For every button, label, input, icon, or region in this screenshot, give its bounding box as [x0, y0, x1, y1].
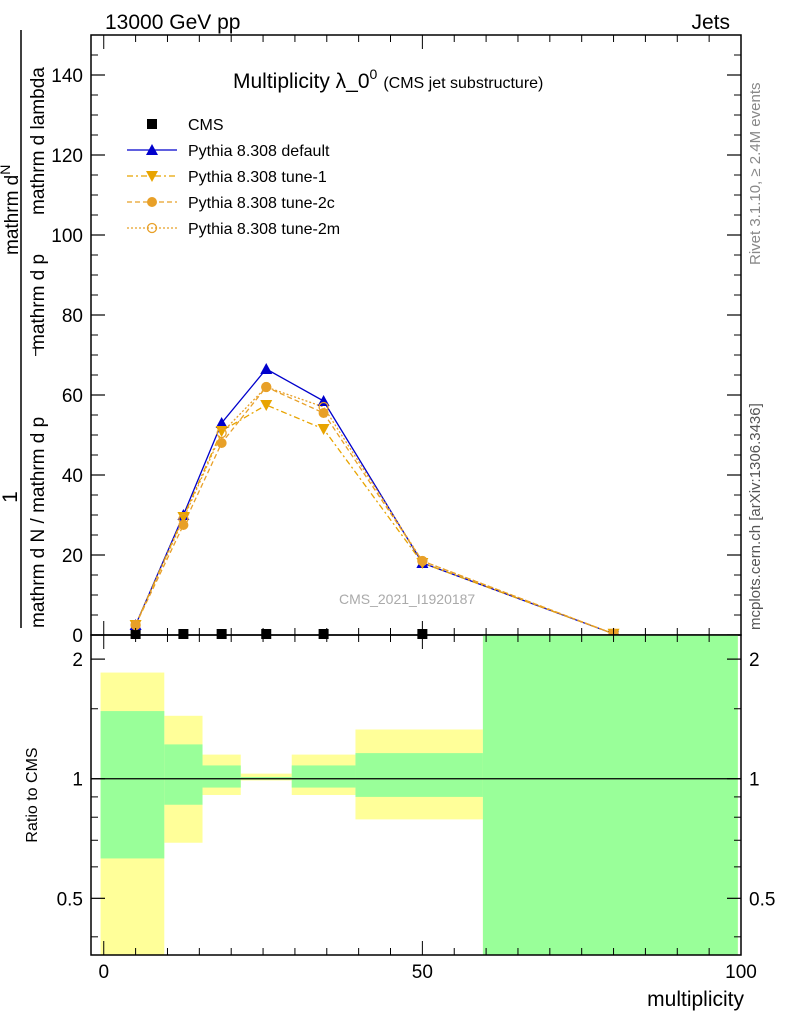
legend-label: Pythia 8.308 tune-2m — [188, 221, 340, 238]
series-point-0 — [261, 629, 272, 639]
ratio-band-stat — [482, 635, 738, 955]
ratio-band-stat — [355, 753, 483, 797]
legend-label: Pythia 8.308 tune-2c — [188, 195, 335, 212]
legend-marker — [146, 222, 158, 234]
ratio-plot-frame — [90, 634, 742, 956]
legend-marker — [146, 144, 158, 155]
ratio-ylabel: Ratio to CMS — [24, 747, 41, 842]
main-ytick-label: 20 — [62, 546, 83, 567]
series-point-3 — [417, 556, 428, 566]
ratio-xlabel: multiplicity — [647, 988, 744, 1011]
series-point-2 — [215, 426, 228, 437]
main-ytick-label: 120 — [51, 146, 83, 167]
main-ytick-label: 80 — [62, 306, 83, 327]
series-point-4 — [216, 427, 227, 439]
header-right-label: Jets — [691, 11, 730, 34]
ratio-ytick-label: 0.5 — [57, 889, 83, 910]
series-point-0 — [178, 629, 189, 639]
ratio-ytick-label-right: 1 — [749, 770, 760, 791]
main-ytick-label: 40 — [62, 466, 83, 487]
ylabel-num-b: mathrm d p — [28, 254, 49, 350]
legend-marker — [147, 119, 157, 129]
main-subtitle: (CMS jet substructure) — [383, 75, 543, 92]
ratio-band-stat — [164, 744, 203, 805]
main-ylabel: 1 mathrm dN mathrm d N / mathrm d p math… — [0, 30, 49, 628]
ratio-ytick-label-right: 0.5 — [749, 889, 775, 910]
series-point-0 — [216, 629, 227, 639]
series-point-2 — [317, 424, 330, 435]
ratio-band-stat — [202, 765, 241, 788]
legend: CMS Pythia 8.308 default Pythia 8.308 tune… — [127, 117, 340, 238]
series-point-3 — [261, 382, 272, 392]
watermark-label: CMS_2021_I1920187 — [339, 591, 475, 607]
ratio-band-stat — [100, 711, 165, 859]
ylabel-num-a: mathrm dN — [0, 165, 23, 255]
ratio-ytick-label-right: 2 — [749, 650, 760, 671]
series-point-2 — [177, 512, 190, 523]
series-point-1 — [260, 363, 273, 374]
series-point-4 — [178, 513, 189, 525]
ylabel-num-c: mathrm d lambda — [28, 67, 49, 215]
series-point-0 — [318, 629, 329, 639]
ylabel-sub-t: T — [32, 345, 40, 359]
legend-label: CMS — [188, 117, 224, 134]
series-point-2 — [260, 400, 273, 411]
ratio-plot-panel: 0.5 0.5 1 1 2 2 0 50 100 — [57, 634, 775, 983]
main-ytick-label: 140 — [51, 66, 83, 87]
series-point-3 — [216, 438, 227, 448]
ratio-xtick-label: 100 — [725, 962, 757, 983]
mcplots-label: mcplots.cern.ch [arXiv:1306.3436] — [747, 403, 764, 630]
main-ytick-label: 0 — [72, 626, 83, 647]
legend-label: Pythia 8.308 tune-1 — [188, 169, 327, 186]
ylabel-prefix: 1 — [0, 491, 22, 503]
main-ytick-label: 100 — [51, 226, 83, 247]
ratio-xtick-label: 0 — [98, 962, 109, 983]
main-title-sup: 0 — [370, 66, 378, 82]
main-ytick-label: 60 — [62, 386, 83, 407]
legend-label: Pythia 8.308 default — [188, 143, 330, 160]
main-title-text: Multiplicity λ_0 — [233, 70, 370, 93]
series-point-3 — [130, 620, 141, 630]
legend-marker — [147, 197, 157, 207]
header-left-label: 13000 GeV pp — [105, 11, 240, 34]
main-title: Multiplicity λ_00 (CMS jet substructure) — [233, 66, 543, 93]
series-point-4 — [318, 401, 329, 413]
rivet-label: Rivet 3.1.10, ≥ 2.4M events — [747, 83, 764, 266]
ratio-ytick-label: 1 — [72, 770, 83, 791]
ratio-ytick-label: 2 — [72, 650, 83, 671]
legend-marker — [146, 171, 158, 182]
series-point-4 — [417, 555, 428, 567]
series-point-1 — [215, 417, 228, 428]
series-point-4 — [261, 381, 272, 393]
ylabel-den: mathrm d N / mathrm d p — [28, 417, 49, 628]
ratio-xtick-label: 50 — [412, 962, 433, 983]
ratio-band-stat — [291, 765, 356, 788]
